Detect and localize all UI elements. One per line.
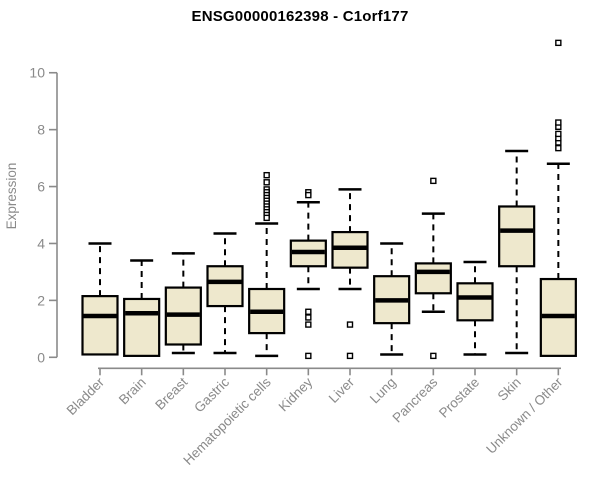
iqr-box	[414, 262, 452, 295]
x-tick-label: Bladder	[64, 374, 108, 418]
outlier-point	[305, 321, 312, 328]
boxplot-unknown-other	[539, 39, 577, 357]
x-tick-label: Kidney	[276, 374, 316, 414]
chart-title: ENSG00000162398 - C1orf177	[191, 8, 409, 25]
x-tick-label: Gastric	[191, 374, 232, 415]
boxplot-skin	[498, 149, 536, 355]
iqr-box	[206, 265, 244, 308]
x-tick-label: Liver	[326, 374, 358, 406]
outlier-point	[346, 352, 354, 360]
boxplot-gastric	[206, 232, 244, 355]
outlier-point	[346, 321, 354, 328]
boxplot-prostate	[456, 260, 494, 356]
outlier-point	[305, 191, 312, 199]
y-tick-label: 4	[37, 235, 45, 251]
outlier-point	[263, 171, 270, 179]
outlier-point	[555, 119, 562, 126]
y-tick-label: 10	[29, 65, 45, 81]
outlier-point	[263, 179, 270, 186]
x-tick-label: Prostate	[436, 375, 482, 421]
boxplot-liver	[331, 188, 369, 360]
boxplot-lung	[373, 242, 411, 356]
x-tick-label: Skin	[495, 375, 524, 404]
y-axis-title: Expression	[4, 163, 19, 230]
x-tick-label: Lung	[367, 375, 399, 407]
y-tick-label: 2	[37, 292, 45, 308]
outlier-point	[555, 39, 562, 47]
outlier-point	[305, 314, 312, 321]
outlier-point	[430, 352, 437, 360]
iqr-box	[456, 282, 494, 322]
boxplot-hematopoietic-cells	[248, 171, 286, 358]
iqr-box	[498, 205, 536, 268]
x-tick-label: Pancreas	[390, 374, 441, 425]
outlier-point	[555, 130, 562, 138]
boxplot-pancreas	[414, 177, 452, 360]
iqr-box	[81, 295, 119, 356]
boxplot-brain	[123, 259, 161, 357]
y-tick-label: 6	[37, 179, 45, 195]
outlier-point	[305, 308, 312, 315]
boxplot-breast	[164, 252, 202, 355]
boxplot-kidney	[289, 189, 327, 360]
outlier-point	[430, 177, 437, 185]
y-tick-label: 0	[37, 349, 45, 365]
outlier-point	[263, 214, 270, 222]
outlier-point	[305, 352, 312, 360]
outlier-point	[555, 144, 562, 152]
y-tick-label: 8	[37, 122, 45, 138]
iqr-box	[123, 297, 161, 357]
x-tick-label: Brain	[116, 375, 149, 408]
x-tick-label: Unknown / Other	[483, 374, 566, 457]
boxplot-bladder	[81, 242, 119, 356]
x-tick-label: Breast	[152, 374, 190, 412]
